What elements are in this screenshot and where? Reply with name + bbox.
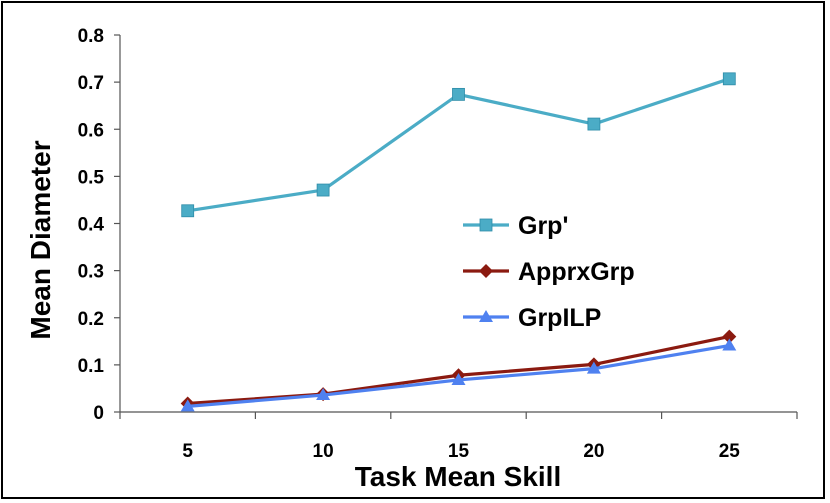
y-tick-label: 0.5 [78, 167, 105, 188]
data-point-grpilp [180, 399, 195, 412]
x-tick-label: 5 [182, 441, 193, 462]
data-point-grp [452, 87, 465, 101]
data-point-grpilp [722, 338, 737, 351]
y-axis: 0 0.1 0.2 0.3 0.4 0.5 0.6 0.7 0.8 [78, 26, 121, 424]
series-layer [180, 72, 737, 412]
y-axis-title: Mean Diameter [25, 140, 56, 339]
data-point-grp [722, 72, 736, 86]
y-tick-label: 0.6 [78, 120, 104, 141]
x-tick-label: 20 [583, 441, 604, 462]
legend-item-grpilp: GrpILP [463, 304, 601, 332]
y-tick-label: 0.4 [78, 215, 105, 236]
data-point-grp [587, 117, 601, 131]
data-point-apprxgrp [722, 329, 737, 344]
legend-label: GrpILP [518, 304, 601, 332]
x-axis: 5 10 15 20 25 [119, 411, 798, 462]
series-grpilp [180, 338, 737, 412]
legend-label: ApprxGrp [518, 258, 635, 286]
legend-label: Grp' [518, 212, 568, 240]
y-tick-label: 0.1 [78, 356, 105, 377]
legend: Grp' ApprxGrp GrpILP [463, 212, 635, 332]
y-tick-label: 0 [93, 403, 104, 424]
y-tick-label: 0.8 [78, 26, 104, 47]
y-tick-label: 0.7 [78, 73, 104, 94]
legend-swatch-marker [479, 264, 493, 278]
legend-item-apprxgrp: ApprxGrp [463, 258, 635, 286]
data-point-grpilp [316, 388, 331, 401]
data-point-grpilp [451, 372, 466, 385]
legend-item-grp: Grp' [463, 212, 568, 240]
data-point-grp [181, 204, 195, 218]
legend-swatch-marker [479, 310, 493, 322]
x-axis-title: Task Mean Skill [355, 461, 561, 492]
data-point-grp [316, 183, 330, 197]
x-tick-label: 25 [719, 441, 741, 462]
series-grp [181, 72, 736, 218]
y-tick-label: 0.3 [78, 262, 104, 283]
data-point-grpilp [586, 361, 601, 374]
x-tick-label: 10 [313, 441, 334, 462]
y-tick-label: 0.2 [78, 309, 104, 330]
x-tick-label: 15 [448, 441, 470, 462]
legend-swatch-marker [479, 218, 493, 232]
